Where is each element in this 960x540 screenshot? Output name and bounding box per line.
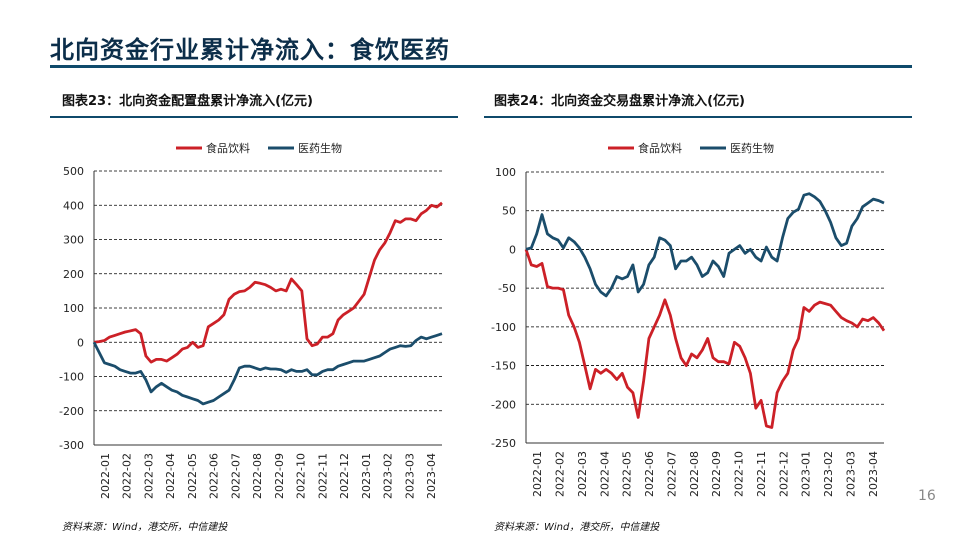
right-ytick-label: -250 bbox=[491, 437, 516, 450]
left-xtick-label: 2022-06 bbox=[208, 453, 221, 499]
left-xtick-label: 2023-03 bbox=[403, 453, 416, 499]
left-ytick-label: 0 bbox=[77, 336, 84, 349]
right-ytick-label: 50 bbox=[502, 205, 516, 218]
right-xtick-label: 2023-01 bbox=[800, 451, 813, 497]
left-xtick-label: 2022-11 bbox=[316, 453, 329, 499]
left-xtick-label: 2022-10 bbox=[295, 453, 308, 499]
left-xtick-label: 2022-12 bbox=[338, 453, 351, 499]
right-xtick-label: 2023-02 bbox=[822, 451, 835, 497]
left-xtick-label: 2022-09 bbox=[273, 453, 286, 499]
left-xtick-label: 2023-01 bbox=[360, 453, 373, 499]
right-xtick-label: 2022-10 bbox=[733, 451, 746, 497]
right-xtick-label: 2022-03 bbox=[576, 451, 589, 497]
right-xtick-label: 2022-08 bbox=[688, 451, 701, 497]
right-legend-label: 医药生物 bbox=[730, 141, 774, 155]
left-xtick-label: 2022-08 bbox=[251, 453, 264, 499]
right-xtick-label: 2022-05 bbox=[621, 451, 634, 497]
left-source-note: 资料来源：Wind，港交所，中信建投 bbox=[62, 522, 228, 533]
left-legend-label: 医药生物 bbox=[298, 141, 342, 155]
right-xtick-label: 2023-03 bbox=[844, 451, 857, 497]
right-xtick-label: 2022-12 bbox=[777, 451, 790, 497]
left-figure-divider bbox=[50, 116, 458, 118]
right-legend-label: 食品饮料 bbox=[638, 141, 682, 155]
left-chart: 500 400 300 200 100 0 -100 -200 -300 2022-01 2022-… bbox=[59, 141, 443, 499]
right-xtick-label: 2022-01 bbox=[531, 451, 544, 497]
left-series-line-food bbox=[93, 201, 443, 364]
right-chart: 100 50 0 -50 -100 -150 -200 -250 2022-01 2022-02 2… bbox=[491, 141, 886, 497]
right-ytick-label: 0 bbox=[509, 243, 516, 256]
left-xtick-label: 2022-01 bbox=[99, 453, 112, 499]
right-ytick-label: 100 bbox=[495, 166, 516, 179]
left-xtick-label: 2022-03 bbox=[142, 453, 155, 499]
left-xtick-label: 2023-04 bbox=[425, 453, 438, 499]
title-divider bbox=[50, 65, 912, 68]
left-figure-title: 图表23：北向资金配置盘累计净流入(亿元) bbox=[62, 94, 313, 109]
right-ytick-label: -50 bbox=[498, 282, 516, 295]
right-xtick-label: 2022-09 bbox=[710, 451, 723, 497]
left-ytick-label: 500 bbox=[63, 165, 84, 178]
right-xtick-label: 2022-06 bbox=[643, 451, 656, 497]
left-xtick-label: 2022-02 bbox=[121, 453, 134, 499]
left-ytick-label: -300 bbox=[59, 439, 84, 452]
page-number: 16 bbox=[918, 488, 936, 504]
right-series-line-food bbox=[524, 248, 886, 429]
right-xtick-label: 2022-02 bbox=[554, 451, 567, 497]
left-ytick-label: -100 bbox=[59, 371, 84, 384]
left-xtick-label: 2023-02 bbox=[382, 453, 395, 499]
right-ytick-label: -200 bbox=[491, 398, 516, 411]
right-ytick-label: -100 bbox=[491, 321, 516, 334]
page-title: 北向资金行业累计净流入：食饮医药 bbox=[50, 36, 450, 64]
left-xtick-label: 2022-04 bbox=[164, 453, 177, 499]
right-ytick-label: -150 bbox=[491, 360, 516, 373]
right-figure-divider bbox=[484, 116, 912, 118]
left-ytick-label: -200 bbox=[59, 405, 84, 418]
right-xtick-label: 2022-07 bbox=[665, 451, 678, 497]
left-ytick-label: 100 bbox=[63, 302, 84, 315]
left-series-line-pharma bbox=[92, 332, 443, 406]
left-xtick-label: 2022-05 bbox=[186, 453, 199, 499]
left-xtick-label: 2022-07 bbox=[229, 453, 242, 499]
right-figure-title: 图表24：北向资金交易盘累计净流入(亿元) bbox=[494, 94, 745, 109]
left-ytick-label: 200 bbox=[63, 268, 84, 281]
left-legend-label: 食品饮料 bbox=[206, 141, 250, 155]
right-xtick-label: 2022-04 bbox=[598, 451, 611, 497]
right-source-note: 资料来源：Wind，港交所，中信建投 bbox=[494, 522, 660, 533]
right-xtick-label: 2022-11 bbox=[755, 451, 768, 497]
left-ytick-label: 300 bbox=[63, 234, 84, 247]
left-ytick-label: 400 bbox=[63, 199, 84, 212]
right-series-line-pharma bbox=[525, 192, 885, 298]
right-xtick-label: 2023-04 bbox=[867, 451, 880, 497]
